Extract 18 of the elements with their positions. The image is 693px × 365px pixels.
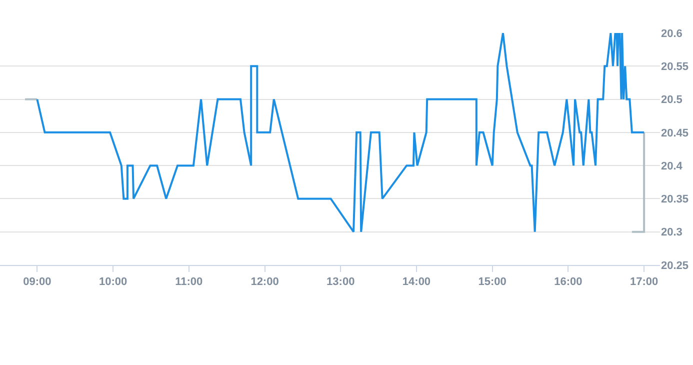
- x-tick-label: 09:00: [23, 276, 52, 288]
- y-tick-label: 20.35: [661, 194, 689, 206]
- x-tick-label: 10:00: [98, 276, 128, 288]
- line-series: [36, 33, 646, 233]
- y-tick-label: 20.25: [661, 260, 689, 272]
- y-tick-label: 20.45: [661, 127, 689, 140]
- x-tick-label: 15:00: [478, 276, 506, 288]
- y-tick-label: 20.3: [661, 226, 682, 239]
- x-tick-label: 11:00: [175, 276, 203, 288]
- y-tick-label: 20.5: [661, 94, 682, 106]
- x-tick-label: 13:00: [326, 276, 355, 288]
- x-tick-label: 17:00: [630, 276, 658, 288]
- y-tick-label: 20.55: [661, 60, 689, 73]
- x-tick-label: 14:00: [402, 276, 431, 288]
- y-tick-label: 20.6: [661, 28, 682, 40]
- x-tick-label: 12:00: [250, 276, 279, 288]
- y-tick-label: 20.4: [661, 160, 684, 172]
- x-tick-label: 16:00: [554, 276, 582, 288]
